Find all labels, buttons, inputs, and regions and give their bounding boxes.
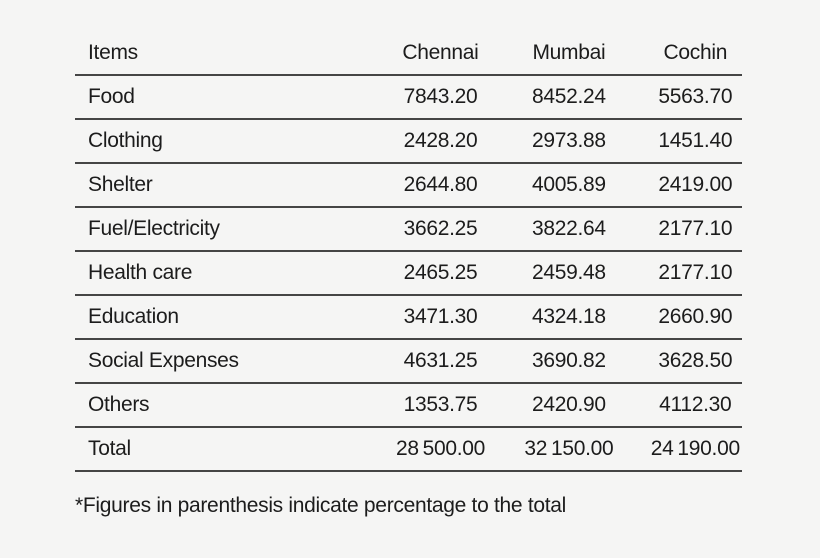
cell-value: 24 190.00 <box>648 427 742 472</box>
table-row-clothing: Clothing 2428.20 2973.88 1451.40 <box>75 119 742 164</box>
row-label: Shelter <box>75 163 392 208</box>
cell-value: 28 500.00 <box>391 427 490 472</box>
cell-value: 3822.64 <box>489 207 649 252</box>
cell-value: 2177.10 <box>648 207 742 252</box>
cell-value: 2459.48 <box>489 251 649 296</box>
row-label: Fuel/Electricity <box>75 207 392 252</box>
cell-value: 3628.50 <box>648 339 742 384</box>
row-label: Clothing <box>75 119 392 164</box>
cell-value: 2428.20 <box>391 119 490 164</box>
cell-value: 2420.90 <box>489 383 649 428</box>
cell-value: 2660.90 <box>648 295 742 340</box>
table-row-fuel-electricity: Fuel/Electricity 3662.25 3822.64 2177.10 <box>75 207 742 252</box>
cell-value: 4631.25 <box>391 339 490 384</box>
table-row-health-care: Health care 2465.25 2459.48 2177.10 <box>75 251 742 296</box>
cell-value: 2177.10 <box>648 251 742 296</box>
table-row-education: Education 3471.30 4324.18 2660.90 <box>75 295 742 340</box>
cell-value: 7843.20 <box>391 75 490 120</box>
cell-value: 4324.18 <box>489 295 649 340</box>
column-header-items: Items <box>75 32 392 76</box>
row-label: Health care <box>75 251 392 296</box>
cell-value: 1353.75 <box>391 383 490 428</box>
row-label: Total <box>75 427 392 472</box>
cell-value: 2644.80 <box>391 163 490 208</box>
expenses-table-container: Items Chennai Mumbai Cochin Food 7843.20… <box>75 32 742 472</box>
cell-value: 8452.24 <box>489 75 649 120</box>
table-row-total: Total 28 500.00 32 150.00 24 190.00 <box>75 427 742 472</box>
table-row-others: Others 1353.75 2420.90 4112.30 <box>75 383 742 428</box>
cell-value: 4112.30 <box>648 383 742 428</box>
expenses-table: Items Chennai Mumbai Cochin Food 7843.20… <box>75 32 742 472</box>
cell-value: 2973.88 <box>489 119 649 164</box>
cell-value: 1451.40 <box>648 119 742 164</box>
cell-value: 4005.89 <box>489 163 649 208</box>
cell-value: 32 150.00 <box>489 427 649 472</box>
column-header-mumbai: Mumbai <box>489 32 649 76</box>
row-label: Education <box>75 295 392 340</box>
table-row-social-expenses: Social Expenses 4631.25 3690.82 3628.50 <box>75 339 742 384</box>
table-header-row: Items Chennai Mumbai Cochin <box>75 32 742 76</box>
cell-value: 3690.82 <box>489 339 649 384</box>
cell-value: 3662.25 <box>391 207 490 252</box>
cell-value: 5563.70 <box>648 75 742 120</box>
column-header-chennai: Chennai <box>391 32 490 76</box>
row-label: Social Expenses <box>75 339 392 384</box>
table-footnote: *Figures in parenthesis indicate percent… <box>75 494 567 517</box>
row-label: Others <box>75 383 392 428</box>
cell-value: 3471.30 <box>391 295 490 340</box>
column-header-cochin: Cochin <box>648 32 742 76</box>
cell-value: 2465.25 <box>391 251 490 296</box>
table-row-shelter: Shelter 2644.80 4005.89 2419.00 <box>75 163 742 208</box>
cell-value: 2419.00 <box>648 163 742 208</box>
row-label: Food <box>75 75 392 120</box>
table-row-food: Food 7843.20 8452.24 5563.70 <box>75 75 742 120</box>
